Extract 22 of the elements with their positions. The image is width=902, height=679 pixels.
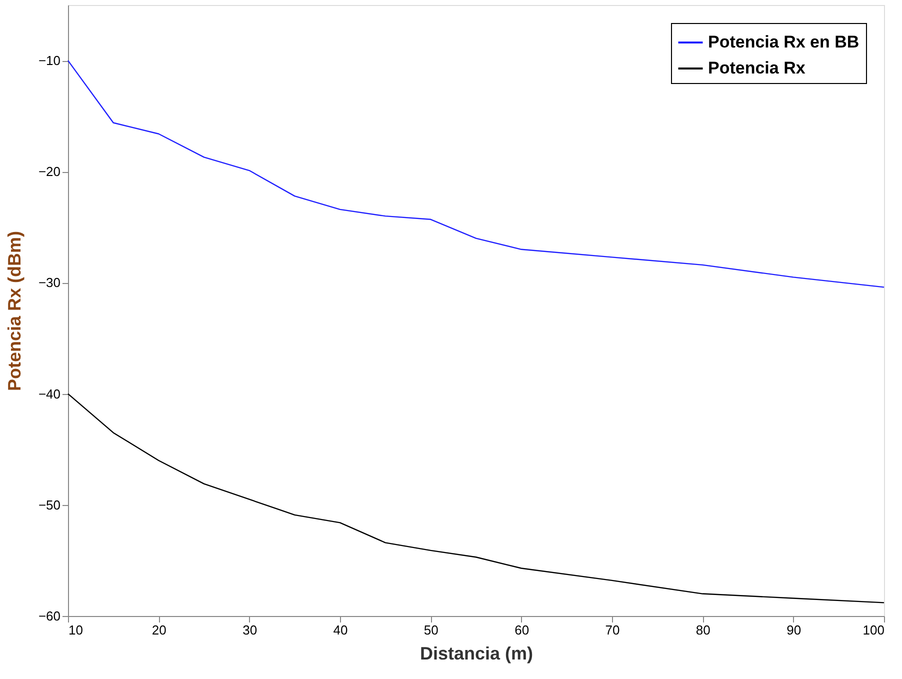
x-tick-label: 80: [696, 622, 710, 638]
x-tick-label: 40: [333, 622, 348, 638]
x-tick-label: 20: [152, 622, 166, 638]
legend-label: Potencia Rx: [708, 58, 806, 78]
x-tick-label: 70: [605, 622, 620, 638]
y-tick-label: −20: [38, 164, 60, 180]
y-tick-label: −10: [38, 53, 60, 68]
x-tick-label: 10: [68, 622, 83, 638]
line-series: [67, 60, 885, 288]
x-axis-title: Distancia (m): [420, 644, 534, 664]
y-tick-label: −60: [38, 608, 60, 624]
x-tick-label: 100: [862, 622, 884, 638]
y-tick-label: −30: [38, 275, 60, 290]
y-tick-label: −40: [38, 386, 60, 402]
line-series: [67, 393, 885, 604]
x-tick-label: 60: [514, 622, 530, 638]
x-tick-label: 90: [786, 622, 802, 638]
y-tick-label: −50: [38, 497, 60, 512]
x-tick-label: 30: [242, 622, 258, 638]
x-tick-label: 50: [424, 622, 438, 638]
legend-label: Potencia Rx en BB: [708, 32, 860, 52]
y-axis-title: Potencia Rx (dBm): [4, 230, 24, 392]
